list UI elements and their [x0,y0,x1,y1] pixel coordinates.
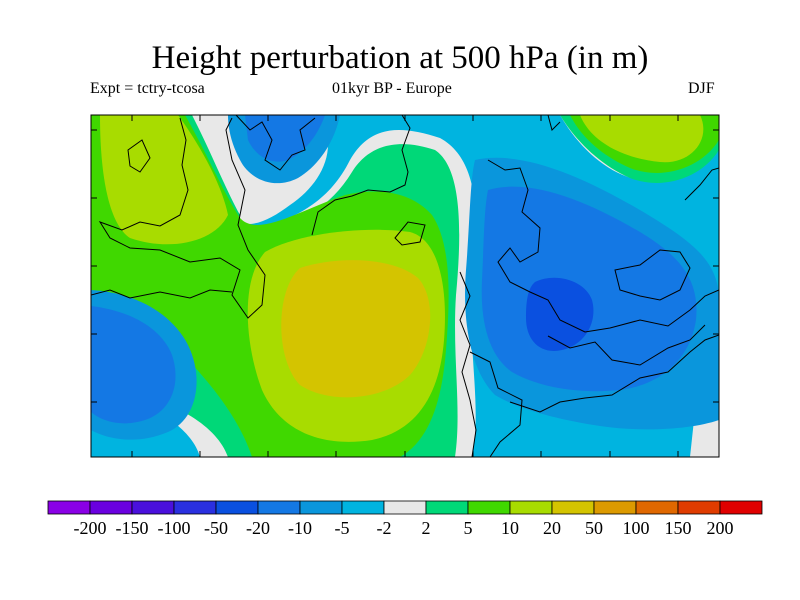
color-bar-label: 100 [622,518,650,538]
color-bar-label: 150 [664,518,692,538]
color-bar-swatch [47,500,91,515]
color-bar-label: -50 [204,518,228,538]
color-bar-swatch [551,500,595,515]
map-frame [90,114,720,458]
color-bar-swatch [173,500,217,515]
color-bar-label: -150 [115,518,149,538]
period-region-label: 01kyr BP - Europe [332,80,452,97]
color-bar-swatch [383,500,427,515]
color-bar-label: 5 [463,518,473,538]
color-bar-swatch [131,500,175,515]
color-bar-swatch [719,500,763,515]
color-bar-label: 20 [543,518,561,538]
color-bar-swatch [341,500,385,515]
color-bar-label: 50 [585,518,603,538]
color-bar-label: -10 [288,518,312,538]
color-bar-swatch [215,500,259,515]
color-bar-swatch [257,500,301,515]
color-bar-swatch [509,500,553,515]
color-bar-swatch [677,500,721,515]
color-bar-swatch [635,500,679,515]
color-bar-label: 2 [421,518,431,538]
color-bar [47,500,763,515]
color-bar-label: -200 [73,518,107,538]
color-bar-swatch [89,500,133,515]
color-bar-swatch [299,500,343,515]
color-bar-label: 10 [501,518,519,538]
season-label: DJF [688,80,715,97]
color-bar-label: -5 [334,518,350,538]
map-title: Height perturbation at 500 hPa (in m) [151,40,649,76]
color-bar-label: -100 [157,518,191,538]
contour-field [91,115,719,457]
coastlines [91,115,719,457]
color-bar-swatch [425,500,469,515]
color-bar-label: 200 [706,518,734,538]
color-bar-label: -2 [376,518,392,538]
color-bar-swatch [467,500,511,515]
color-bar-swatch [593,500,637,515]
color-bar-label: -20 [246,518,270,538]
experiment-label: Expt = tctry-tcosa [90,80,205,97]
